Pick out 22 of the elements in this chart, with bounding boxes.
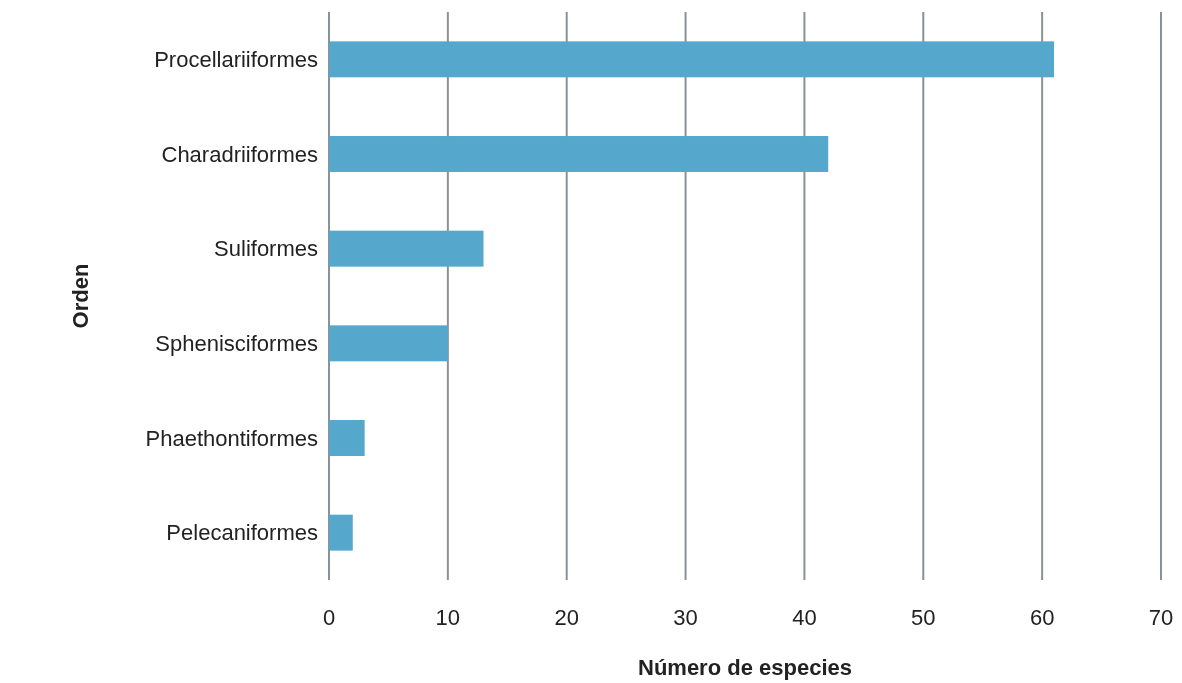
x-tick-label: 70 bbox=[1148, 605, 1174, 630]
bar bbox=[329, 420, 365, 456]
y-axis-title: Orden bbox=[68, 263, 93, 329]
y-tick-label: Procellariiformes bbox=[154, 47, 318, 73]
x-axis-title: Número de especies bbox=[638, 655, 852, 680]
x-tick-label: 20 bbox=[554, 605, 579, 630]
y-tick-label: Charadriiformes bbox=[161, 141, 318, 167]
bar bbox=[329, 514, 353, 551]
x-tick-label: 50 bbox=[911, 605, 936, 630]
x-tick-label: 0 bbox=[322, 605, 336, 630]
x-tick-label: 30 bbox=[673, 605, 698, 630]
y-tick-label: Sphenisciformes bbox=[155, 331, 318, 357]
bar bbox=[329, 136, 829, 172]
y-tick-label: Suliformes bbox=[214, 236, 318, 262]
x-tick-label: 60 bbox=[1029, 605, 1055, 630]
bar bbox=[329, 41, 1055, 78]
y-tick-label: Pelecaniformes bbox=[166, 520, 318, 546]
y-tick-label: Phaethontiformes bbox=[145, 425, 318, 451]
bar bbox=[329, 325, 448, 362]
x-tick-label: 10 bbox=[435, 605, 461, 630]
bar bbox=[329, 230, 484, 267]
x-tick-label: 40 bbox=[792, 605, 817, 630]
